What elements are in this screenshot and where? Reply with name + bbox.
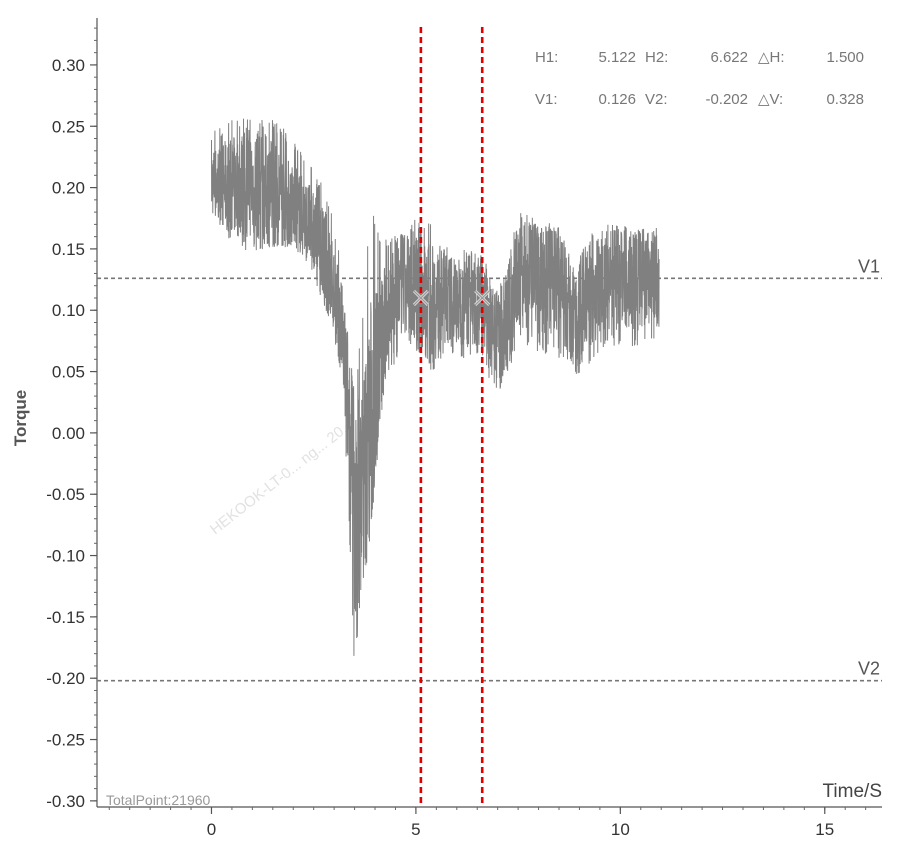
watermark: HEKOOK-LT-0... ng... 20... xyxy=(207,416,357,539)
y-tick-label: -0.15 xyxy=(46,608,85,627)
marker-stroke xyxy=(474,290,490,306)
readout-value: 1.500 xyxy=(826,49,864,66)
x-tick-label: 5 xyxy=(411,820,420,839)
vertical-cursors[interactable] xyxy=(419,27,484,807)
y-tick-label: -0.30 xyxy=(46,792,85,811)
y-tick-label: 0.10 xyxy=(52,301,85,320)
readout-value: 0.328 xyxy=(826,91,864,108)
y-tick-label: 0.25 xyxy=(52,117,85,136)
y-tick-label: 0.00 xyxy=(52,424,85,443)
axes: 0.30 0.25 0.20 0.15 0.10 0.05 0.00 -0.05 -0.10 -0… xyxy=(46,18,882,839)
total-point-label: TotalPoint:21960 xyxy=(106,792,211,808)
x-tick-label: 15 xyxy=(815,820,834,839)
marker-stroke xyxy=(413,290,429,306)
readout-value: 6.622 xyxy=(710,49,748,66)
readout-label: H1: xyxy=(535,49,558,66)
cursor-markers[interactable] xyxy=(412,289,491,307)
cursor-marker-1[interactable] xyxy=(412,289,429,307)
torque-series-line xyxy=(210,118,660,656)
torque-series xyxy=(210,118,660,656)
y-axis-title: Torque xyxy=(11,390,30,446)
cursor-label-v1: V1 xyxy=(858,256,880,276)
x-tick-label: 0 xyxy=(207,820,216,839)
y-tick-label: -0.05 xyxy=(46,485,85,504)
readout-label: V1: xyxy=(535,91,558,108)
y-tick-label: 0.05 xyxy=(52,363,85,382)
cursor-marker-2[interactable] xyxy=(474,289,491,307)
readout-value: 0.126 xyxy=(598,91,636,108)
y-tick-label: -0.10 xyxy=(46,547,85,566)
cursor-readout: H1: 5.122 H2: 6.622 △H: 1.500 V1: 0.126 V2: -0.20… xyxy=(535,49,864,108)
readout-value: -0.202 xyxy=(705,91,748,108)
readout-value: 5.122 xyxy=(598,49,636,66)
cursor-label-v2: V2 xyxy=(858,659,880,679)
watermark-text: HEKOOK-LT-0... ng... 20... xyxy=(207,416,357,539)
readout-label: △H: xyxy=(758,49,785,66)
y-tick-label: 0.15 xyxy=(52,240,85,259)
y-tick-label: -0.20 xyxy=(46,669,85,688)
x-tick-label: 10 xyxy=(611,820,630,839)
y-tick-label: 0.20 xyxy=(52,179,85,198)
y-tick-label: 0.30 xyxy=(52,56,85,75)
readout-label: H2: xyxy=(645,49,668,66)
readout-label: V2: xyxy=(645,91,668,108)
readout-label: △V: xyxy=(758,91,783,108)
x-axis-title: Time/S xyxy=(823,781,882,802)
y-tick-label: -0.25 xyxy=(46,731,85,750)
